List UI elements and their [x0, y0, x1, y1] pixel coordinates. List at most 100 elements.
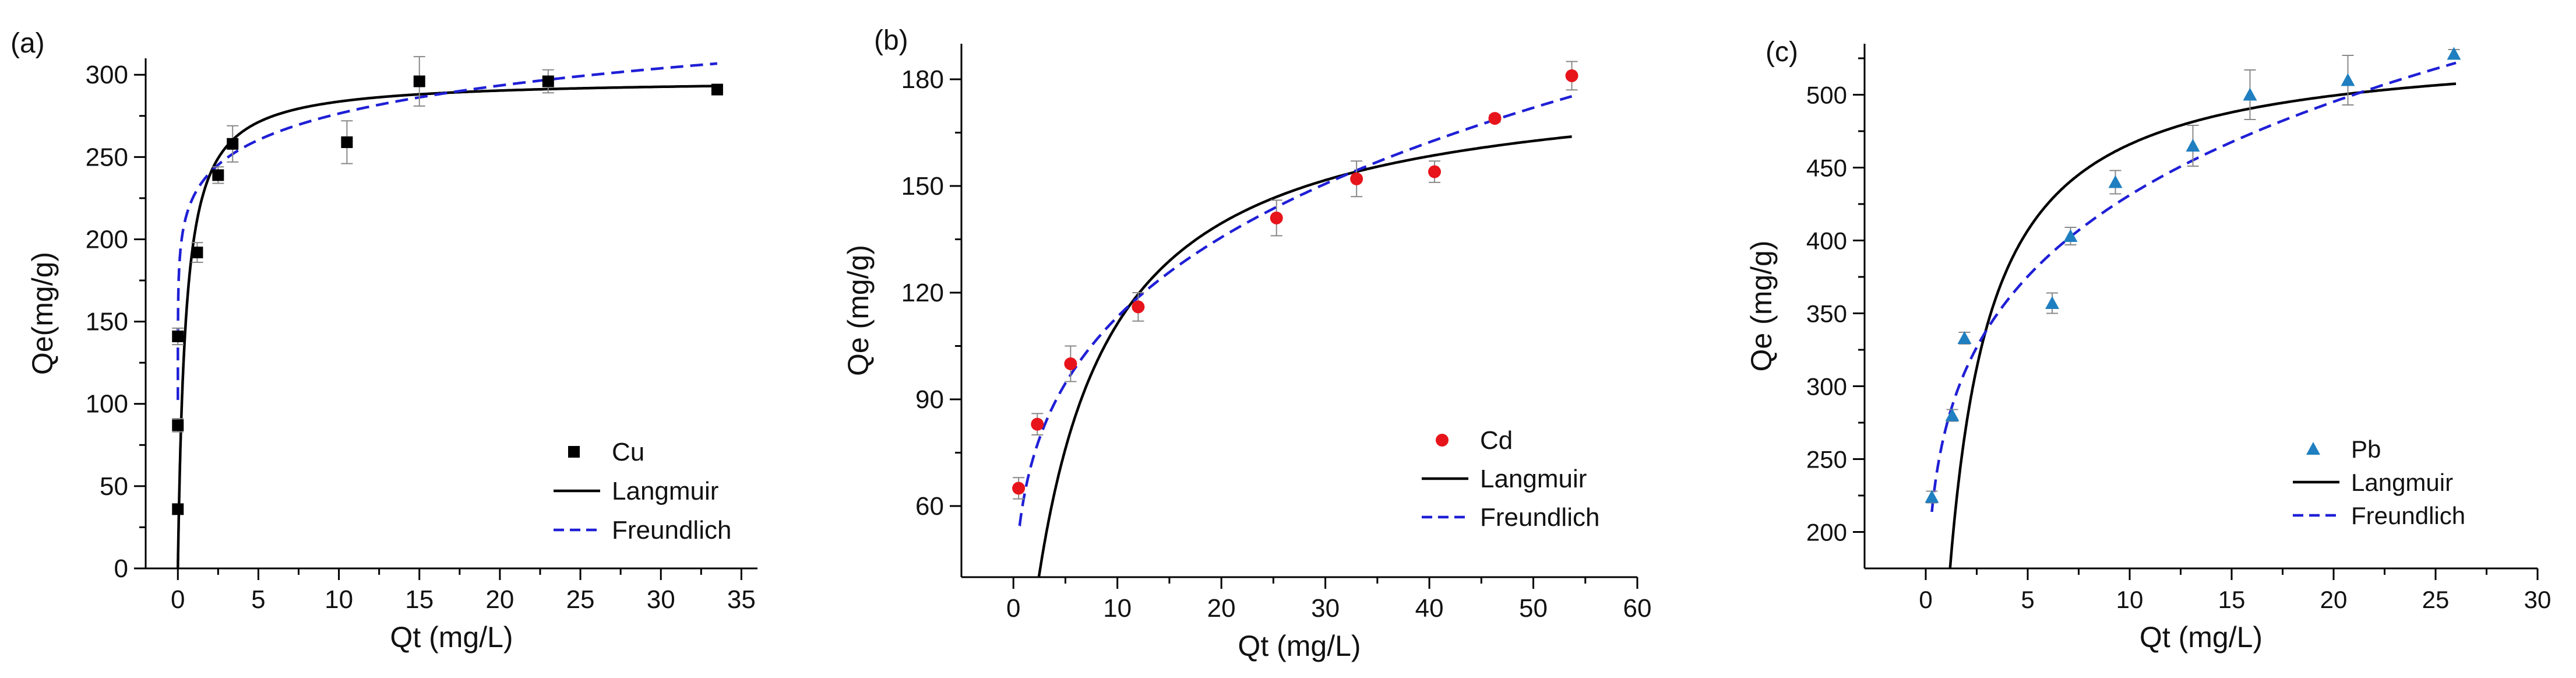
data-point — [1488, 112, 1502, 125]
x-tick-label: 10 — [2116, 586, 2144, 613]
x-tick-label: 35 — [727, 585, 756, 614]
x-tick-label: 30 — [1311, 594, 1340, 623]
y-tick-label: 90 — [915, 385, 944, 414]
y-tick-label: 50 — [100, 472, 128, 501]
x-axis-title: Qt (mg/L) — [2140, 621, 2263, 654]
x-tick-label: 25 — [566, 585, 595, 614]
data-point — [2063, 229, 2078, 242]
data-point — [1565, 69, 1578, 82]
y-tick-label: 200 — [86, 225, 128, 254]
x-tick-label: 15 — [405, 585, 434, 614]
x-tick-label: 10 — [325, 585, 353, 614]
data-point — [2108, 175, 2123, 188]
langmuir-fit-line — [1037, 135, 1572, 577]
x-tick-label: 15 — [2218, 586, 2246, 613]
x-tick-label: 60 — [1623, 594, 1652, 623]
y-tick-label: 350 — [1806, 300, 1847, 328]
y-tick-label: 400 — [1806, 227, 1847, 255]
y-tick-label: 100 — [86, 390, 128, 419]
x-tick-label: 10 — [1103, 594, 1132, 623]
data-point — [172, 331, 184, 343]
x-tick-label: 5 — [251, 585, 265, 614]
data-point — [1428, 165, 1441, 178]
langmuir-fit-line — [1948, 82, 2457, 568]
chart-panel-2: (b) 0 10 20 30 40 50 60 60 90 120 150 180 Qt (mg/L) Qe… — [842, 25, 1652, 662]
chart-panel-1: (a) 0 5 10 15 20 25 30 35 0 50 100 150 200 250 300 Qt (m… — [10, 28, 757, 654]
data-point — [413, 75, 425, 87]
data-point — [191, 247, 203, 259]
legend-label: Freundlich — [2351, 502, 2465, 529]
data-point — [2045, 296, 2059, 309]
data-point — [2186, 139, 2200, 152]
x-tick-label: 5 — [2021, 586, 2034, 613]
y-tick-label: 250 — [86, 143, 128, 171]
x-tick-label: 30 — [647, 585, 675, 614]
x-tick-label: 40 — [1415, 594, 1444, 623]
x-tick-label: 0 — [171, 585, 185, 614]
data-point — [1925, 490, 1939, 503]
data-point — [341, 136, 353, 148]
y-tick-label: 500 — [1806, 82, 1847, 109]
data-point — [542, 75, 554, 87]
data-point — [1064, 357, 1077, 370]
legend-label: Freundlich — [1480, 503, 1599, 532]
legend-label: Langmuir — [2351, 469, 2453, 496]
data-point — [1012, 482, 1026, 495]
x-tick-label: 25 — [2422, 586, 2450, 613]
x-tick-label: 20 — [485, 585, 514, 614]
y-axis-title: Qe (mg/g) — [842, 245, 875, 376]
y-tick-label: 0 — [114, 554, 128, 583]
x-tick-label: 30 — [2524, 586, 2552, 613]
y-tick-label: 250 — [1806, 446, 1847, 473]
legend-marker — [1436, 434, 1449, 447]
x-tick-label: 0 — [1919, 586, 1932, 613]
y-axis-title: Qe (mg/g) — [1745, 240, 1778, 371]
data-point — [172, 419, 184, 431]
panel-label: (b) — [874, 25, 908, 56]
data-point — [1031, 417, 1044, 431]
y-tick-label: 300 — [1806, 373, 1847, 401]
data-point — [2341, 73, 2355, 86]
data-point — [1945, 408, 1960, 421]
data-point — [2243, 87, 2257, 101]
panel-label: (a) — [10, 28, 45, 59]
legend-label: Freundlich — [612, 516, 731, 544]
y-tick-label: 200 — [1806, 519, 1847, 546]
y-tick-label: 150 — [901, 172, 944, 201]
y-tick-label: 120 — [901, 279, 944, 307]
data-point — [1132, 300, 1145, 314]
freundlich-fit-line — [1930, 61, 2457, 512]
chart-panel-3: (c) 0 5 10 15 20 25 30 200 250 300 350 400 450 500 Qt (… — [1745, 37, 2552, 654]
y-tick-label: 60 — [915, 492, 944, 521]
y-axis-title: Qe(mg/g) — [26, 252, 59, 375]
data-point — [1957, 331, 1972, 344]
data-point — [172, 503, 184, 515]
legend-label: Langmuir — [1480, 465, 1587, 493]
y-tick-label: 450 — [1806, 154, 1847, 182]
x-tick-label: 20 — [1207, 594, 1236, 623]
data-point — [711, 83, 723, 96]
x-axis-title: Qt (mg/L) — [1238, 630, 1361, 662]
x-axis-title: Qt (mg/L) — [390, 621, 513, 654]
legend-label: Cd — [1480, 426, 1513, 455]
langmuir-fit-line — [177, 85, 717, 568]
y-tick-label: 150 — [86, 308, 128, 336]
legend-label: Langmuir — [612, 477, 718, 505]
legend-label: Cu — [612, 438, 644, 466]
data-point — [212, 169, 224, 181]
freundlich-fit-line — [177, 62, 718, 401]
legend-marker — [568, 446, 580, 458]
x-tick-label: 0 — [1006, 594, 1020, 623]
panel-label: (c) — [1766, 37, 1798, 68]
x-tick-label: 50 — [1519, 594, 1548, 623]
data-point — [227, 138, 239, 150]
legend-marker — [2306, 442, 2320, 455]
y-tick-label: 180 — [901, 65, 944, 94]
y-tick-label: 300 — [86, 61, 128, 89]
legend-label: Pb — [2351, 435, 2381, 463]
x-tick-label: 20 — [2320, 586, 2348, 613]
data-point — [1270, 211, 1283, 224]
data-point — [1350, 172, 1363, 185]
data-point — [2447, 47, 2461, 60]
